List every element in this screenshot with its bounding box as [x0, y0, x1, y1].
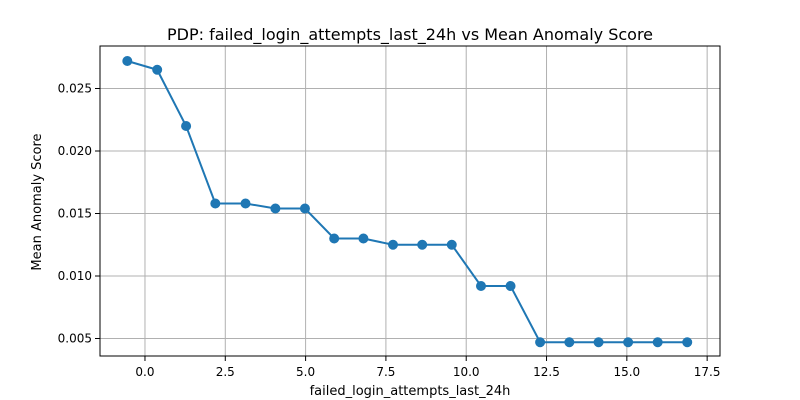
data-point	[122, 56, 133, 66]
x-axis-label: failed_login_attempts_last_24h	[310, 384, 511, 399]
data-point	[446, 239, 457, 250]
data-point	[299, 203, 310, 214]
y-tick-label: 0.020	[58, 144, 92, 158]
x-tick-label: 17.5	[694, 365, 721, 379]
axis-layer	[99, 45, 721, 357]
data-point	[210, 198, 221, 209]
x-tick-label: 15.0	[613, 365, 640, 379]
data-point	[505, 281, 516, 291]
data-point	[181, 121, 192, 131]
tick-layer: 0.0 2.5 5.0 7.5 10.0 12.5 15.0 17.5 0.005 0.010 0.…	[58, 82, 721, 380]
series-layer	[122, 56, 693, 348]
plot-frame	[99, 45, 721, 357]
x-tick-label: 7.5	[376, 365, 395, 379]
data-point	[652, 337, 663, 348]
x-tick-label: 10.0	[453, 365, 480, 379]
y-tick-label: 0.015	[58, 207, 92, 221]
x-tick-label: 5.0	[296, 365, 315, 379]
data-point	[329, 233, 340, 244]
data-point	[152, 64, 163, 75]
y-tick-label: 0.025	[58, 82, 92, 96]
data-point	[387, 239, 398, 250]
data-point	[623, 337, 634, 348]
x-tick-label: 0.0	[135, 365, 154, 379]
data-point	[593, 337, 604, 348]
y-tick-label: 0.010	[58, 269, 92, 283]
data-point	[535, 337, 546, 348]
data-point	[417, 239, 428, 250]
grid-layer	[100, 46, 720, 356]
y-tick-label: 0.005	[58, 332, 92, 346]
x-tick-label: 12.5	[533, 365, 560, 379]
y-axis-label: Mean Anomaly Score	[30, 133, 45, 270]
data-point	[475, 281, 486, 291]
data-point	[564, 337, 575, 348]
data-point	[358, 233, 369, 244]
data-point	[270, 203, 281, 214]
data-point	[240, 198, 251, 209]
x-tick-label: 2.5	[216, 365, 235, 379]
chart-title: PDP: failed_login_attempts_last_24h vs M…	[167, 25, 653, 45]
data-point	[682, 337, 693, 348]
